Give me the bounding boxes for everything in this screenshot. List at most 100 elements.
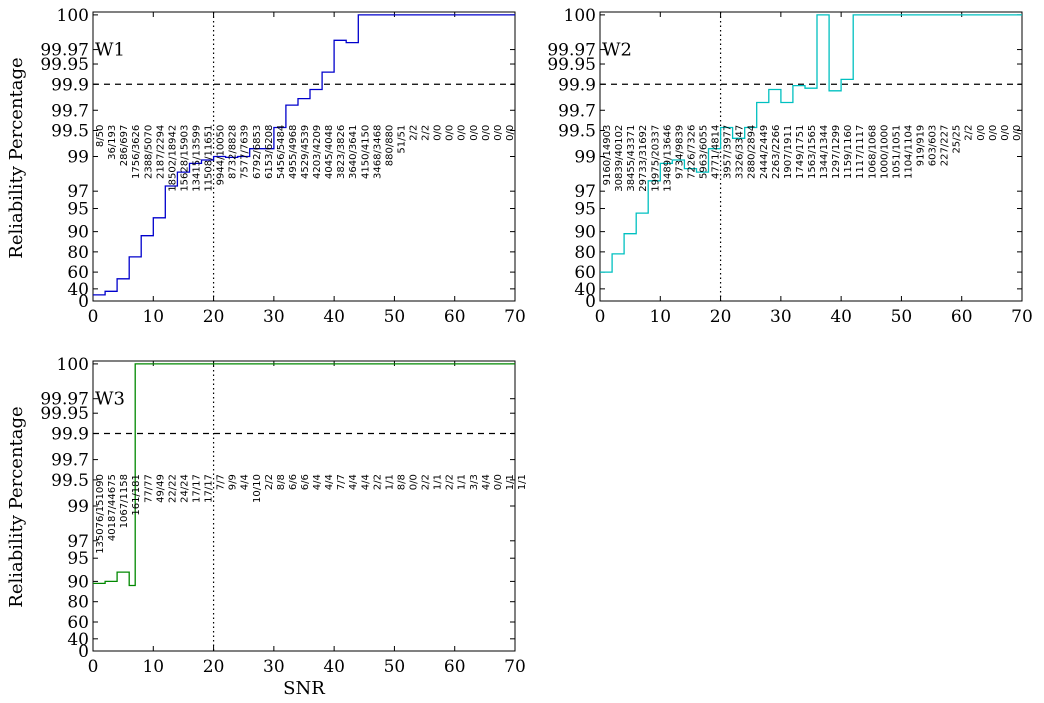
bin-count-label: 2/2 (445, 474, 456, 490)
y-tick-label: 90 (574, 223, 596, 243)
y-tick-label: 97 (67, 182, 89, 202)
bin-count-label: 17/17 (192, 474, 203, 503)
panel-label: W1 (95, 40, 125, 61)
y-tick-label: 100 (57, 355, 89, 375)
y-tick-label: 99.5 (51, 471, 89, 491)
chart-panel-w1: 0 10 20 30 40 50 60 7004060809095979999.599.799… (40, 6, 525, 327)
y-tick-label: 99 (67, 148, 89, 168)
bin-count-label: 10/10 (252, 474, 263, 503)
y-tick-label: 97 (574, 182, 596, 202)
plot-frame (92, 11, 516, 302)
bin-count-label: 135076/151090 (95, 474, 106, 554)
bin-count-label: 0/0 (445, 125, 456, 141)
bin-count-label: 1344/1344 (819, 125, 830, 179)
x-tick-label: 10 (649, 307, 671, 327)
bin-count-label: 0/0 (976, 125, 987, 141)
bin-count-label: 17/17 (204, 474, 215, 503)
y-tick-label: 99.97 (40, 41, 89, 61)
bin-count-label: 7577/7639 (240, 125, 251, 179)
bin-count-label: 4150/4150 (360, 125, 371, 179)
x-tick-label: 10 (142, 307, 164, 327)
bin-count-label: 8/50 (95, 125, 106, 147)
bin-count-label: 2388/5070 (143, 125, 154, 179)
x-tick-label: 40 (323, 657, 345, 677)
bin-count-label: 36/193 (107, 125, 118, 160)
bin-count-label: 9160/14903 (602, 125, 613, 186)
y-tick-label: 99.5 (558, 121, 596, 141)
bin-count-label: 6153/6208 (264, 125, 275, 179)
bin-count-label: 9944/10050 (216, 125, 227, 186)
bin-count-label: 2/2 (421, 125, 432, 141)
y-tick-label: 99.9 (51, 425, 89, 445)
y-tick-label: 100 (564, 6, 596, 26)
x-tick-label: 10 (142, 657, 164, 677)
bin-count-label: 4045/4048 (324, 125, 335, 179)
bin-count-label: 0/0 (409, 474, 420, 490)
bin-count-label: 1/1 (517, 474, 528, 490)
y-tick-label: 95 (67, 200, 89, 220)
y-tick-label: 99.5 (51, 121, 89, 141)
y-tick-label: 80 (574, 243, 596, 263)
bin-count-label: 161/181 (131, 474, 142, 516)
y-tick-label: 95 (67, 549, 89, 569)
bin-count-label: 1756/3626 (131, 125, 142, 179)
bin-count-label: 1/1 (433, 474, 444, 490)
x-tick-label: 70 (1011, 307, 1033, 327)
plot-frame (92, 360, 516, 652)
bin-count-label: 77/77 (143, 474, 154, 503)
y-tick-label: 99.7 (51, 451, 89, 471)
y-tick-label: 100 (57, 6, 89, 26)
y-tick-label: 40 (574, 280, 596, 300)
y-tick-label: 99.7 (558, 101, 596, 121)
bin-count-label: 1907/1911 (783, 125, 794, 179)
y-tick-label: 99.7 (51, 101, 89, 121)
bin-count-label: 8/8 (397, 474, 408, 490)
y-tick-label: 99.95 (40, 404, 89, 424)
bin-count-label: 0/0 (433, 125, 444, 141)
bin-count-label: 2/2 (264, 474, 275, 490)
bin-count-label: 4/4 (481, 474, 492, 490)
x-tick-label: 50 (384, 307, 406, 327)
reliability-series-line (93, 363, 515, 587)
bin-count-label: 4955/4968 (288, 125, 299, 179)
bin-count-label: 1563/1565 (807, 125, 818, 179)
bin-count-label: 3640/3641 (348, 125, 359, 179)
y-tick-label: 80 (67, 243, 89, 263)
x-tick-label: 60 (444, 657, 466, 677)
bin-count-label: 5963/6055 (699, 125, 710, 179)
bin-count-label: 24/24 (179, 474, 190, 503)
bin-count-label: 286/697 (119, 125, 130, 167)
bin-count-label: 5456/5484 (276, 125, 287, 179)
x-tick-label: 50 (891, 307, 913, 327)
bin-count-label: 9/9 (228, 474, 239, 490)
y-tick-label: 99.95 (547, 55, 596, 75)
bin-count-label: 2880/2894 (747, 125, 758, 179)
bin-count-label: 1000/1000 (879, 125, 890, 179)
panel-label: W3 (95, 389, 125, 410)
bin-count-label: 40187/44675 (107, 474, 118, 541)
bin-count-label: 0/0 (481, 125, 492, 141)
bin-count-label: 0/0 (493, 125, 504, 141)
bin-count-label: 4529/4539 (300, 125, 311, 179)
bin-count-label: 1104/1104 (904, 125, 915, 179)
bin-count-label: 1051/1051 (891, 125, 902, 179)
y-tick-label: 0 (78, 292, 89, 312)
y-tick-label: 60 (67, 263, 89, 283)
bin-count-label: 13489/13646 (662, 125, 673, 192)
x-tick-label: 0 (88, 657, 99, 677)
bin-count-label: 0/0 (505, 125, 516, 141)
y-tick-label: 95 (574, 200, 596, 220)
bin-count-label: 603/603 (928, 125, 939, 167)
plot-frame (599, 11, 1023, 302)
bin-count-label: 4203/4209 (312, 125, 323, 179)
bin-count-label: 13415/13599 (192, 125, 203, 192)
bin-count-label: 1749/1751 (795, 125, 806, 179)
bin-count-label: 4/4 (360, 474, 371, 490)
bin-count-label: 22/22 (167, 474, 178, 503)
bin-count-label: 227/227 (940, 125, 951, 167)
y-tick-label: 40 (67, 630, 89, 650)
bin-count-label: 15628/15903 (179, 125, 190, 192)
bin-count-label: 880/880 (384, 125, 395, 167)
x-tick-label: 20 (203, 307, 225, 327)
reliability-series-line (93, 14, 515, 296)
